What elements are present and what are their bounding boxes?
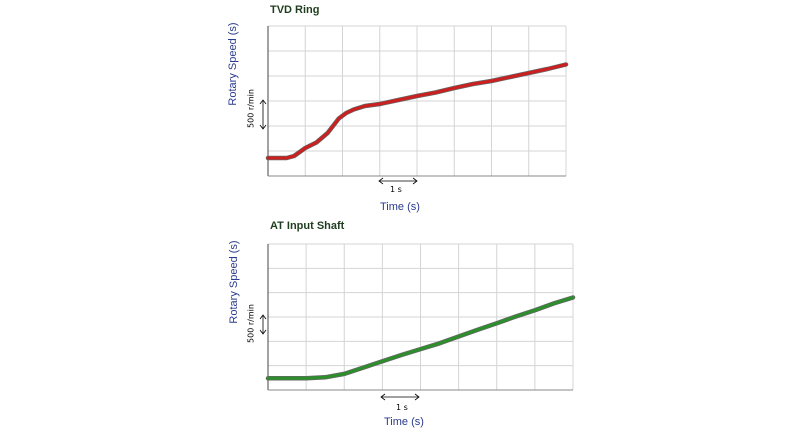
y-scale-arrowhead-bottom xyxy=(259,329,267,335)
y-scale-arrowhead-bottom xyxy=(259,124,267,130)
y-scale-arrowhead-top xyxy=(259,99,267,105)
x-scale-arrowhead-right xyxy=(414,393,420,401)
x-scale-label-2: 1 s xyxy=(396,403,408,412)
chart-title-2: AT Input Shaft xyxy=(270,220,345,232)
x-axis-label-2: Time (s) xyxy=(384,416,424,428)
series-line xyxy=(266,296,575,380)
chart-title-1: TVD Ring xyxy=(270,4,320,16)
x-scale-arrowhead-left xyxy=(378,177,384,185)
x-axis-label-1: Time (s) xyxy=(380,201,420,213)
x-scale-arrowhead-left xyxy=(380,393,386,401)
y-scale-arrowhead-top xyxy=(259,314,267,320)
series-line xyxy=(266,63,568,160)
x-scale-label-1: 1 s xyxy=(390,185,402,194)
x-scale-arrowhead-right xyxy=(412,177,418,185)
